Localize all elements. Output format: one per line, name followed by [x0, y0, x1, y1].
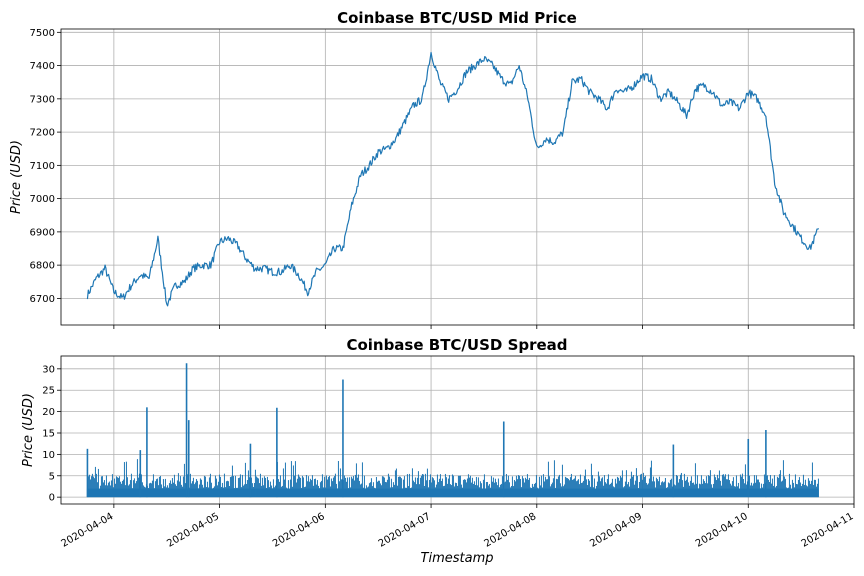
spread-x-tick-label: 2020-04-09	[588, 511, 644, 550]
mid-price-y-tick-label: 7200	[30, 128, 55, 139]
spread-x-ticks: 2020-04-04 2020-04-05 2020-04-06 2020-04-07…	[60, 504, 856, 550]
mid-price-y-label: Price (USD)	[9, 140, 24, 214]
mid-price-grid	[61, 29, 855, 325]
spread-y-tick-label: 0	[49, 493, 55, 504]
spread-y-tick-label: 25	[42, 386, 55, 397]
mid-price-y-tick-label: 7300	[30, 94, 55, 105]
mid-price-y-tick-label: 7000	[30, 194, 55, 205]
spread-x-tick-label: 2020-04-04	[60, 511, 116, 550]
spread-x-tick-label: 2020-04-07	[377, 511, 433, 550]
spread-x-label: Timestamp	[421, 551, 494, 566]
mid-price-frame	[60, 28, 855, 326]
mid-price-y-tick-label: 6900	[30, 227, 55, 238]
mid-price-panel: 6700 6800 6900 7000 7100 7200 7300 7400 7500 Coi…	[9, 9, 855, 329]
spread-y-tick-label: 30	[42, 364, 55, 375]
spread-title: Coinbase BTC/USD Spread	[346, 336, 567, 354]
spread-x-tick-label: 2020-04-06	[271, 511, 327, 550]
spread-y-label: Price (USD)	[21, 393, 36, 467]
spread-y-tick-label: 15	[42, 428, 55, 439]
mid-price-series-line	[86, 51, 820, 307]
mid-price-y-tick-label: 6800	[30, 261, 55, 272]
mid-price-y-tick-label: 6700	[30, 294, 55, 305]
mid-price-plot-area	[61, 29, 854, 325]
mid-price-y-tick-label: 7100	[30, 161, 55, 172]
spread-y-tick-label: 10	[42, 450, 55, 461]
spread-y-tick-label: 5	[49, 471, 55, 482]
spread-x-tick-label: 2020-04-10	[694, 511, 750, 550]
spread-series	[86, 363, 819, 498]
mid-price-y-tick-label: 7500	[30, 28, 55, 39]
spread-y-ticks: 0 5 10 15 20 25 30	[42, 364, 61, 504]
mid-price-y-tick-label: 7400	[30, 61, 55, 72]
spread-x-tick-label: 2020-04-11	[800, 511, 856, 550]
mid-price-y-ticks: 6700 6800 6900 7000 7100 7200 7300 7400 7500	[30, 28, 61, 305]
spread-frame	[60, 355, 855, 505]
spread-x-tick-label: 2020-04-08	[482, 511, 538, 550]
spread-x-tick-label: 2020-04-05	[165, 511, 221, 550]
mid-price-title: Coinbase BTC/USD Mid Price	[337, 9, 577, 27]
spread-y-tick-label: 20	[42, 407, 55, 418]
mid-price-x-ticks	[113, 325, 855, 329]
